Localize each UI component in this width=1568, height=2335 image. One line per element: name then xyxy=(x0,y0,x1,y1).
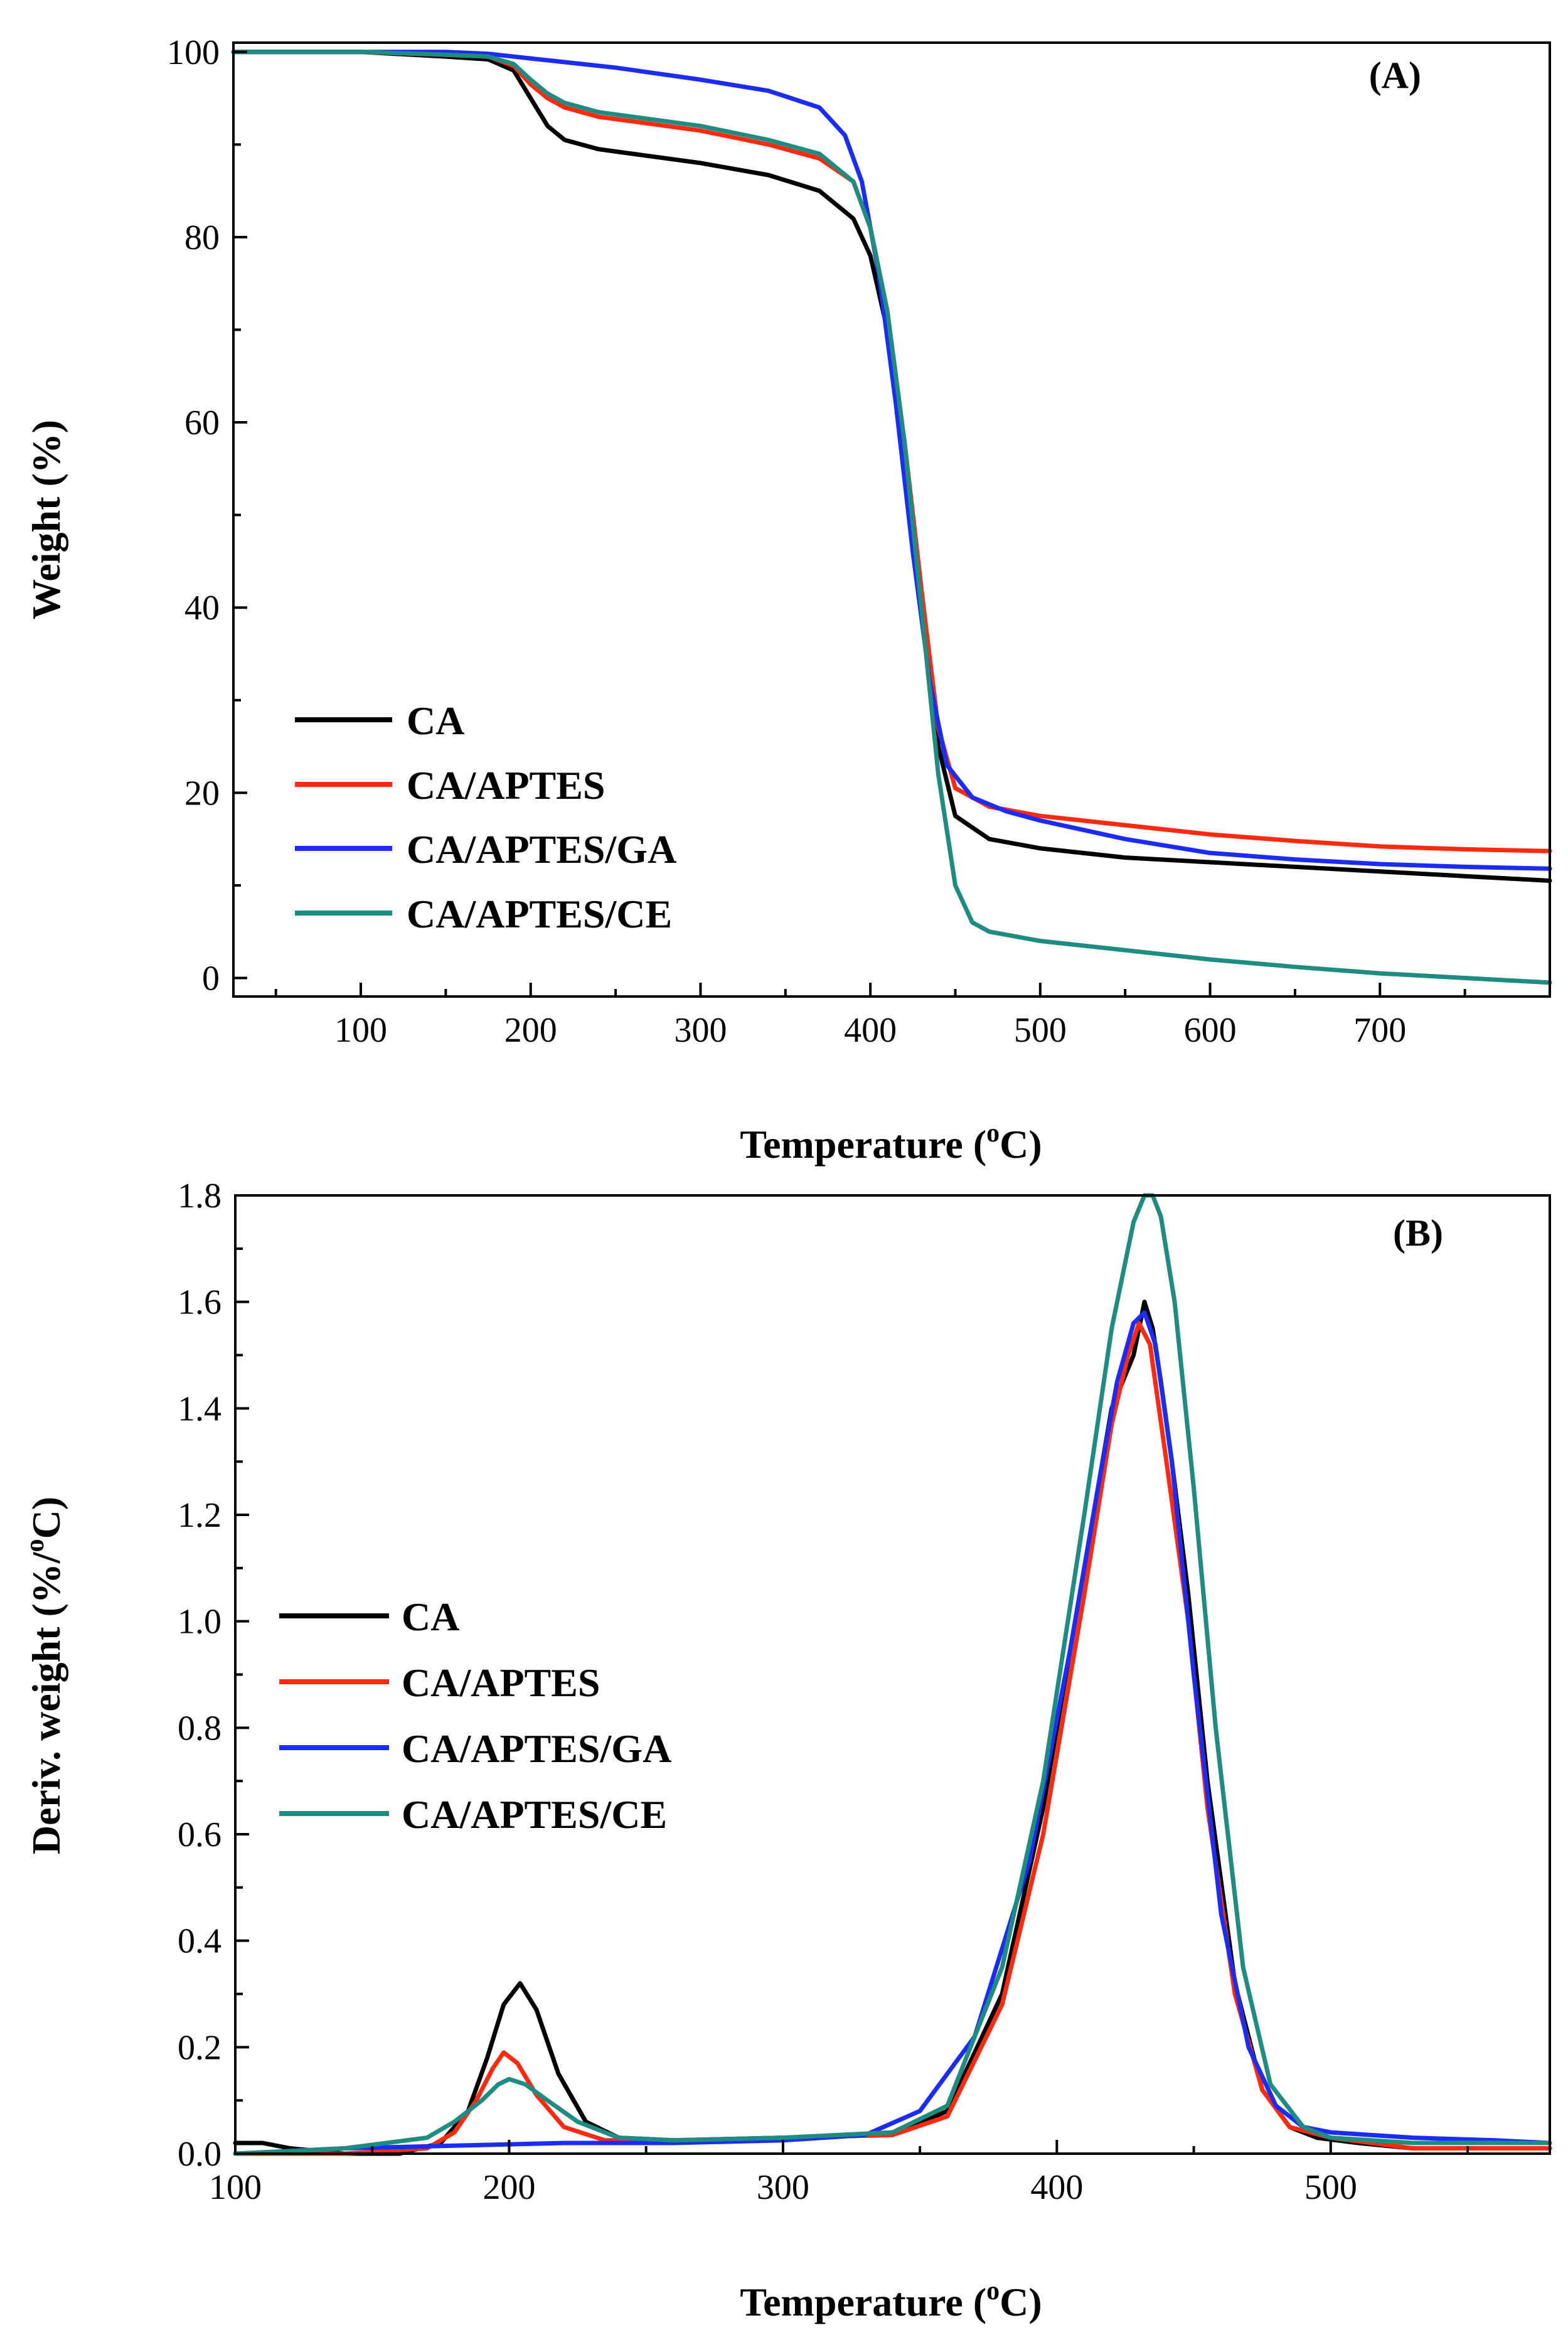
panel-b-x-tick-label-300: 300 xyxy=(757,2168,809,2207)
panel-b-y-axis-title-end: C) xyxy=(24,1497,68,1539)
panel-a-legend-label-ca-aptes-ga: CA/APTES/GA xyxy=(407,827,676,872)
panel-b-y-tick-label-1-2: 1.2 xyxy=(178,1496,221,1535)
panel-b-legend-label-ca-aptes-ce: CA/APTES/CE xyxy=(402,1792,667,1837)
panel-a-x-axis-title-sup: o xyxy=(986,1119,1000,1148)
panel-b-y-axis-title: Deriv. weight (%/oC) xyxy=(21,1497,68,1854)
panel-b-y-tick-label-1-8: 1.8 xyxy=(178,1177,221,1216)
panel-b-series xyxy=(233,1193,1552,2156)
panel-a-x-tick-label-300: 300 xyxy=(674,1011,727,1050)
panel-b-x-axis-title-main: Temperature ( xyxy=(740,2280,986,2324)
panel-a-x-axis-title: Temperature (oC) xyxy=(740,1119,1042,1167)
panel-a-legend-label-ca-aptes: CA/APTES xyxy=(407,763,605,808)
panel-b-x-axis-title: Temperature (oC) xyxy=(740,2277,1042,2324)
panel-a-legend: CA CA/APTES CA/APTES/GA CA/APTES/CE xyxy=(295,698,676,936)
panel-b-y-tick-label-1-6: 1.6 xyxy=(178,1283,221,1322)
panel-a-y-tick-label-100: 100 xyxy=(167,33,220,72)
panel-b-x-axis-title-end: C) xyxy=(1000,2280,1042,2324)
panel-b-legend-label-ca-aptes: CA/APTES xyxy=(402,1660,600,1705)
panel-b-ticks: 100 200 300 400 500 0.0 0.2 0.4 0.6 0.8 1.0 1.2 1.4 1… xyxy=(178,1177,1469,2207)
panel-b-x-axis-title-sup: o xyxy=(986,2277,1000,2306)
panel-a-y-tick-label-40: 40 xyxy=(184,589,220,628)
panel-b-legend-label-ca: CA xyxy=(402,1595,459,1639)
panel-b-x-tick-label-100: 100 xyxy=(209,2168,262,2207)
panel-b-series-ca-aptes-ce-line xyxy=(233,1193,1552,2156)
panel-a-series-ca-aptes-ga-line xyxy=(231,50,1552,871)
panel-a-x-tick-label-200: 200 xyxy=(504,1011,557,1050)
panel-a-plot-frame xyxy=(232,41,1551,998)
panel-b: 100 200 300 400 500 0.0 0.2 0.4 0.6 0.8 1.0 1.2 1.4 1… xyxy=(21,1177,1552,2324)
panel-b-y-tick-label-1-4: 1.4 xyxy=(178,1389,221,1428)
panel-a-y-tick-label-0: 0 xyxy=(202,959,220,998)
panel-a-legend-label-ca: CA xyxy=(407,698,464,743)
panel-a-x-tick-label-600: 600 xyxy=(1184,1011,1237,1050)
panel-b-label: (B) xyxy=(1393,1212,1443,1254)
panel-a-x-tick-label-400: 400 xyxy=(844,1011,897,1050)
panel-b-y-tick-label-0-0: 0.0 xyxy=(178,2135,221,2174)
panel-a-series-ca-aptes-ce-line xyxy=(231,50,1552,985)
panel-b-y-axis-title-main: Deriv. weight (%/ xyxy=(24,1551,68,1854)
panel-a-x-tick-label-500: 500 xyxy=(1014,1011,1067,1050)
panel-a-ticks: 100 200 300 400 500 600 700 0 20 40 60 80 100 xyxy=(167,33,1551,1050)
panel-a-y-tick-label-20: 20 xyxy=(184,774,220,813)
panel-a-series-ca-line xyxy=(231,50,1552,883)
panel-a-series xyxy=(231,50,1552,985)
panel-b-x-tick-label-200: 200 xyxy=(483,2168,535,2207)
panel-a-legend-label-ca-aptes-ce: CA/APTES/CE xyxy=(407,892,672,936)
panel-b-series-ca-aptes-line xyxy=(233,1321,1552,2156)
panel-a-y-axis-title: Weight (%) xyxy=(24,420,68,619)
panel-a-x-tick-label-700: 700 xyxy=(1353,1011,1406,1050)
panel-b-x-tick-label-400: 400 xyxy=(1030,2168,1083,2207)
panel-a-x-axis-title-end: C) xyxy=(1000,1122,1042,1167)
panel-a-label: (A) xyxy=(1369,55,1421,96)
panel-b-y-axis-title-sup: o xyxy=(21,1539,50,1552)
panel-a-y-tick-label-80: 80 xyxy=(184,218,220,257)
panel-a: 100 200 300 400 500 600 700 0 20 40 60 80 100 (A) We… xyxy=(24,33,1552,1167)
panel-b-y-tick-label-0-4: 0.4 xyxy=(178,1922,221,1961)
panel-b-legend-label-ca-aptes-ga: CA/APTES/GA xyxy=(402,1726,671,1771)
panel-b-y-tick-label-0-8: 0.8 xyxy=(178,1709,221,1748)
panel-a-x-axis-title-main: Temperature ( xyxy=(740,1122,986,1167)
panel-a-y-tick-label-60: 60 xyxy=(184,403,220,442)
panel-b-legend: CA CA/APTES CA/APTES/GA CA/APTES/CE xyxy=(279,1595,671,1837)
panel-a-x-tick-label-100: 100 xyxy=(334,1011,387,1050)
panel-b-y-tick-label-0-2: 0.2 xyxy=(178,2028,221,2067)
panel-b-y-tick-label-0-6: 0.6 xyxy=(178,1815,221,1854)
panel-b-x-tick-label-500: 500 xyxy=(1304,2168,1357,2207)
panel-b-y-tick-label-1-0: 1.0 xyxy=(178,1603,221,1642)
